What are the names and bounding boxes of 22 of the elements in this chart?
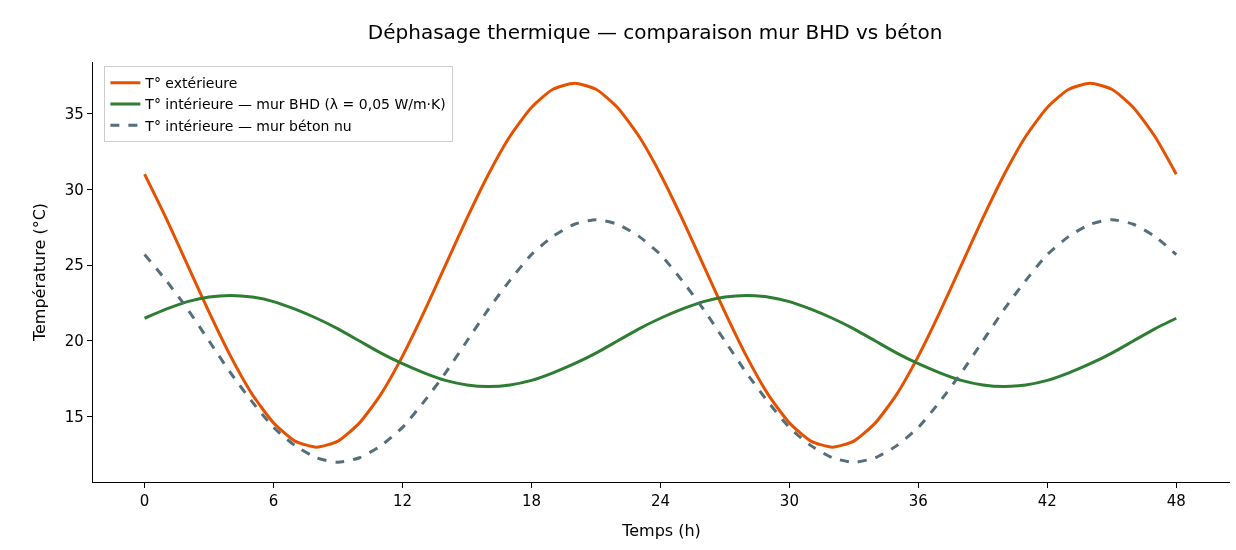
y-tick-label: 25	[64, 256, 84, 275]
x-axis-title: Temps (h)	[621, 520, 701, 540]
x-tick-label: 36	[908, 492, 928, 511]
legend-label: T° extérieure	[144, 75, 238, 92]
x-tick-label: 48	[1166, 492, 1186, 511]
y-tick-label: 35	[64, 104, 84, 123]
x-tick-label: 42	[1037, 492, 1057, 511]
line-series	[143, 218, 1178, 464]
line-series	[143, 294, 1178, 388]
legend-label: T° intérieure — mur BHD (λ = 0,05 W/m·K)	[144, 96, 446, 113]
y-tick-label: 15	[64, 408, 84, 427]
y-tick-label: 30	[64, 180, 84, 199]
y-tick-label: 20	[64, 332, 84, 351]
legend-label: T° intérieure — mur béton nu	[144, 117, 352, 134]
x-tick-label: 24	[650, 492, 670, 511]
chart-title: Déphasage thermique — comparaison mur BHD vs béton	[367, 19, 943, 44]
x-tick-label: 6	[268, 492, 279, 511]
x-tick-label: 12	[392, 492, 413, 511]
y-axis-title: Température (°C)	[29, 202, 49, 343]
x-tick-label: 0	[139, 492, 150, 511]
x-tick-label: 18	[521, 492, 542, 511]
x-tick-label: 30	[779, 492, 799, 511]
